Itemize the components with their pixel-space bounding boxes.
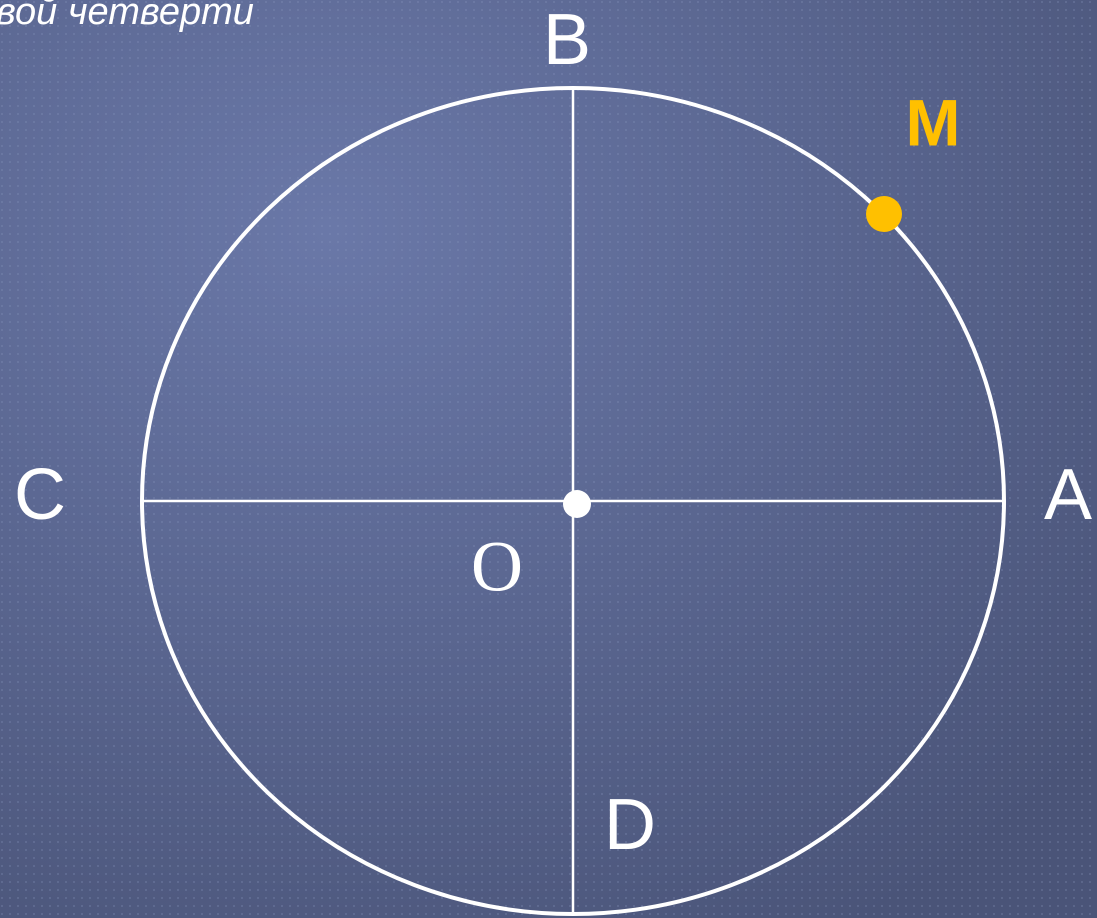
label-d: D	[604, 785, 656, 865]
point-m	[866, 196, 902, 232]
label-b: B	[543, 0, 591, 80]
header-text: вой четверти	[0, 0, 254, 33]
label-c: C	[14, 455, 66, 535]
label-m: M	[906, 85, 961, 159]
label-a: A	[1044, 455, 1092, 535]
label-o: O	[471, 527, 523, 607]
center-point	[563, 490, 591, 518]
